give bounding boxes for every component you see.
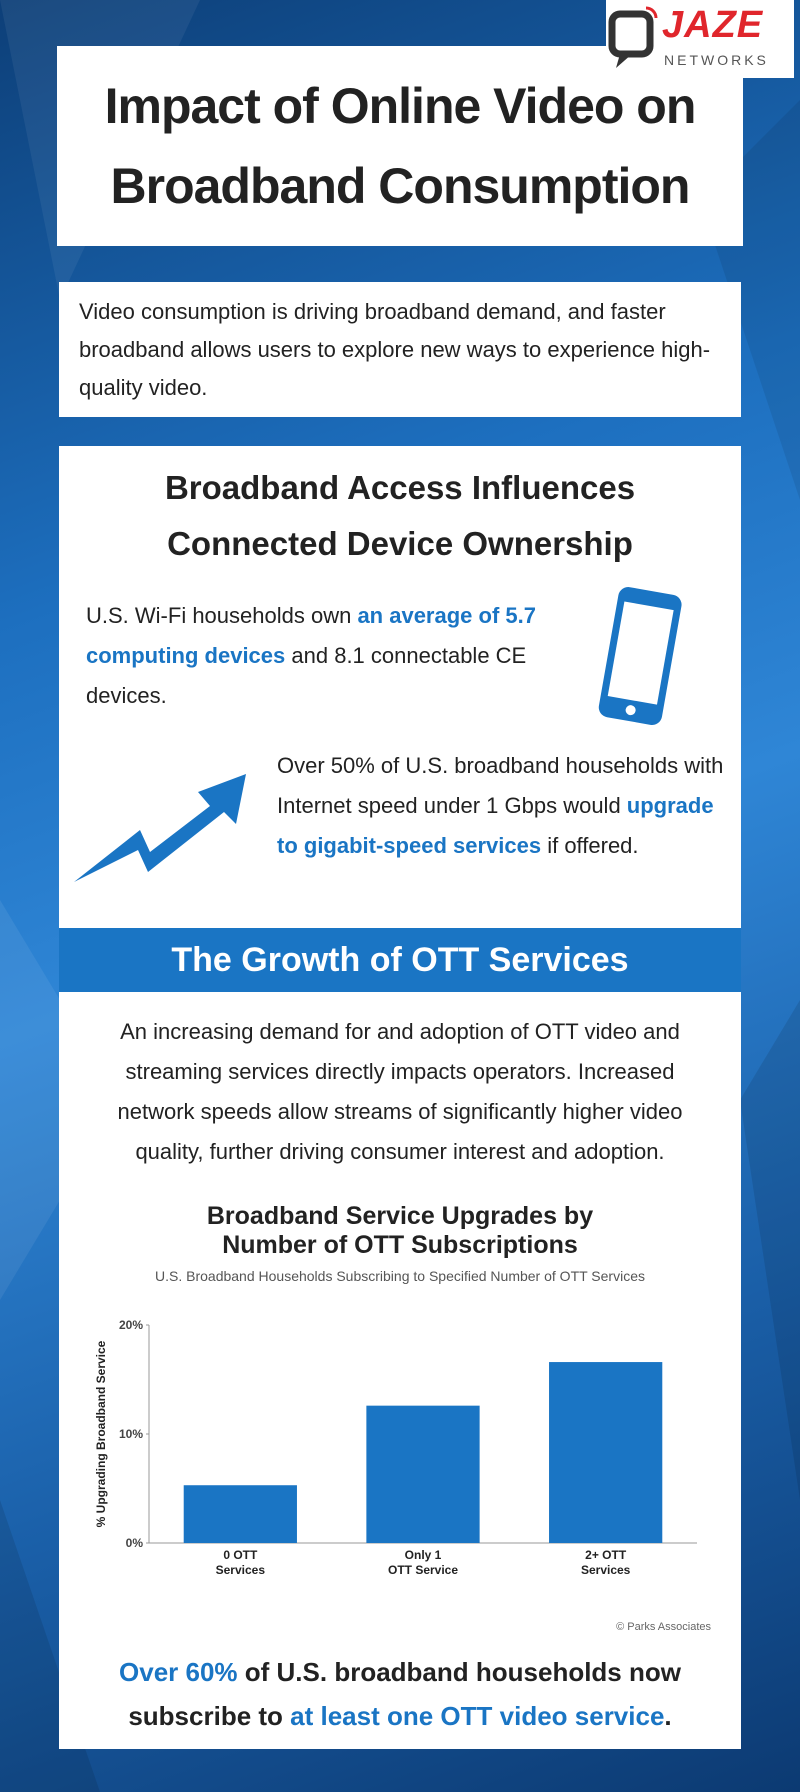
phone-icon xyxy=(598,587,682,725)
ott-text: An increasing demand for and adoption of… xyxy=(117,1019,683,1164)
intro-box: Video consumption is driving broadband d… xyxy=(59,282,741,417)
chart: Broadband Service Upgrades by Number of … xyxy=(94,1202,711,1633)
y-tick-label: 10% xyxy=(119,1427,143,1441)
text-run: U.S. Wi-Fi households own xyxy=(86,603,358,628)
x-tick-label-line: Services xyxy=(216,1563,266,1577)
title-text: Impact of Online Video on Broadband Cons… xyxy=(104,78,697,214)
text-run: Over 60% xyxy=(119,1657,238,1687)
y-tick-label: 20% xyxy=(119,1318,143,1332)
y-tick-label: 0% xyxy=(126,1536,144,1550)
logo-tagline: NETWORKS xyxy=(664,52,769,68)
text-run: Over 50% of U.S. broadband households wi… xyxy=(277,753,724,818)
title: Impact of Online Video on Broadband Cons… xyxy=(57,46,743,246)
logo-icon xyxy=(608,6,658,68)
logo-name: JAZE xyxy=(662,4,764,46)
logo: JAZE NETWORKS xyxy=(606,0,794,78)
devices-text: U.S. Wi-Fi households own an average of … xyxy=(86,596,556,716)
section-heading: The Growth of OTT Services xyxy=(171,940,629,979)
summary-text: Over 60% of U.S. broadband households no… xyxy=(59,1650,741,1738)
section-heading: Broadband Access Influences Connected De… xyxy=(164,469,636,562)
text-run: if offered. xyxy=(541,833,639,858)
text-run: and 8.1 connectable CE devices. xyxy=(86,643,527,708)
intro-text: Video consumption is driving broadband d… xyxy=(79,298,711,400)
chart-title: Broadband Service Upgrades by xyxy=(207,1202,593,1230)
bar xyxy=(549,1362,663,1543)
ott-heading-band: The Growth of OTT Services xyxy=(59,928,741,992)
x-tick-label-line: Services xyxy=(581,1563,631,1577)
gigabit-text: Over 50% of U.S. broadband households wi… xyxy=(277,746,727,866)
x-tick-label: Only 1 OTT Service xyxy=(388,1548,458,1577)
chart-title: Number of OTT Subscriptions xyxy=(222,1231,578,1259)
chart-subtitle: U.S. Broadband Households Subscribing to… xyxy=(155,1268,645,1284)
x-tick-label-line: 2+ OTT xyxy=(585,1548,627,1562)
text-run: . xyxy=(664,1701,672,1731)
text-run: at least one OTT video service xyxy=(290,1701,665,1731)
growth-arrow xyxy=(74,774,246,882)
text-run: an average of 5.7 computing devices xyxy=(86,603,536,668)
chart-source: © Parks Associates xyxy=(616,1621,711,1633)
x-tick-label-line: OTT Service xyxy=(388,1563,458,1577)
x-tick-label-line: Only 1 xyxy=(405,1548,442,1562)
x-tick-label: 2+ OTT Services xyxy=(581,1548,631,1577)
bar xyxy=(183,1485,297,1543)
text-run: of U.S. broadband households now subscri… xyxy=(128,1657,681,1731)
bar xyxy=(366,1405,480,1543)
x-tick-label-line: 0 OTT xyxy=(223,1548,258,1562)
x-tick-label: 0 OTT Services xyxy=(216,1548,266,1577)
y-axis-label: % Upgrading Broadband Service xyxy=(94,1340,108,1527)
text-run: upgrade to gigabit-speed services xyxy=(277,793,714,858)
